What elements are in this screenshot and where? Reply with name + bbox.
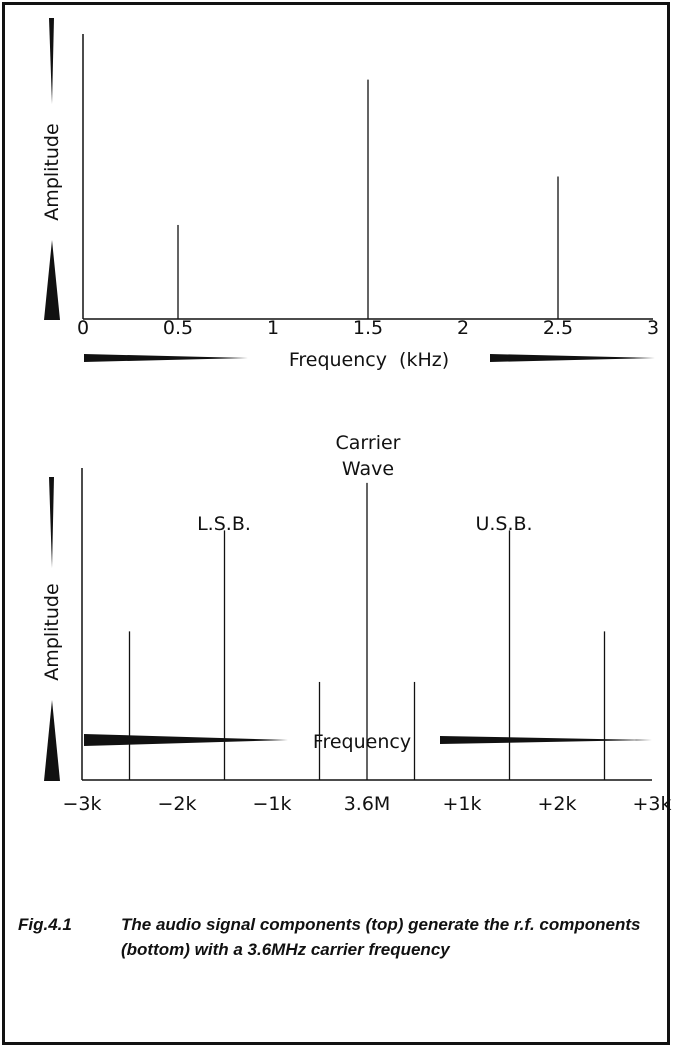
tick-label-bottom-0: −3k <box>62 793 101 815</box>
tick-label-top-4: 2 <box>457 317 469 339</box>
xlabel-wedge-top-left <box>84 354 248 362</box>
tick-label-top-6: 3 <box>647 317 659 339</box>
xlabel-bottom: Frequency <box>313 731 411 753</box>
ylabel-group-bottom: Amplitude <box>41 477 63 781</box>
annotation-usb: U.S.B. <box>475 513 532 535</box>
tick-label-top-5: 2.5 <box>543 317 573 339</box>
tick-label-bottom-4: +1k <box>442 793 481 815</box>
ylabel-wedge-bottom-lower <box>44 700 60 781</box>
tick-label-top-0: 0 <box>77 317 89 339</box>
ylabel-wedge-top-lower <box>44 240 60 320</box>
chart-top: Amplitude 0 0.5 1 1.5 2 2.5 3 Frequency (kHz) <box>41 18 659 371</box>
caption-figure-number: Fig.4.1 <box>18 915 72 934</box>
ylabel-wedge-top-upper <box>49 18 54 104</box>
ylabel-wedge-bottom-upper <box>49 477 54 568</box>
tick-label-top-3: 1.5 <box>353 317 383 339</box>
annotation-carrier-line1: Carrier <box>336 432 401 454</box>
xlabel-wedge-bottom-right <box>440 736 652 744</box>
chart-bottom: Amplitude −3k −2k −1k 3.6M +1k +2k +3k Carrier… <box>41 432 672 815</box>
ylabel-top: Amplitude <box>41 123 63 220</box>
annotation-carrier-line2: Wave <box>342 458 394 480</box>
tick-label-bottom-6: +3k <box>632 793 671 815</box>
xlabel-group-bottom: Frequency <box>84 731 652 753</box>
tick-label-bottom-3: 3.6M <box>344 793 391 815</box>
caption-text: The audio signal components (top) genera… <box>121 915 641 959</box>
ylabel-group-top: Amplitude <box>41 18 63 320</box>
xlabel-top: Frequency (kHz) <box>289 349 449 371</box>
ylabel-bottom: Amplitude <box>41 583 63 680</box>
tick-label-bottom-5: +2k <box>537 793 576 815</box>
tick-label-bottom-1: −2k <box>157 793 196 815</box>
xlabel-group-top: Frequency (kHz) <box>84 349 655 371</box>
tick-label-bottom-2: −1k <box>252 793 291 815</box>
tick-label-top-2: 1 <box>267 317 279 339</box>
xlabel-wedge-top-right <box>490 354 655 362</box>
tick-label-top-1: 0.5 <box>163 317 193 339</box>
annotation-lsb: L.S.B. <box>197 513 251 535</box>
xlabel-wedge-bottom-left <box>84 734 288 746</box>
